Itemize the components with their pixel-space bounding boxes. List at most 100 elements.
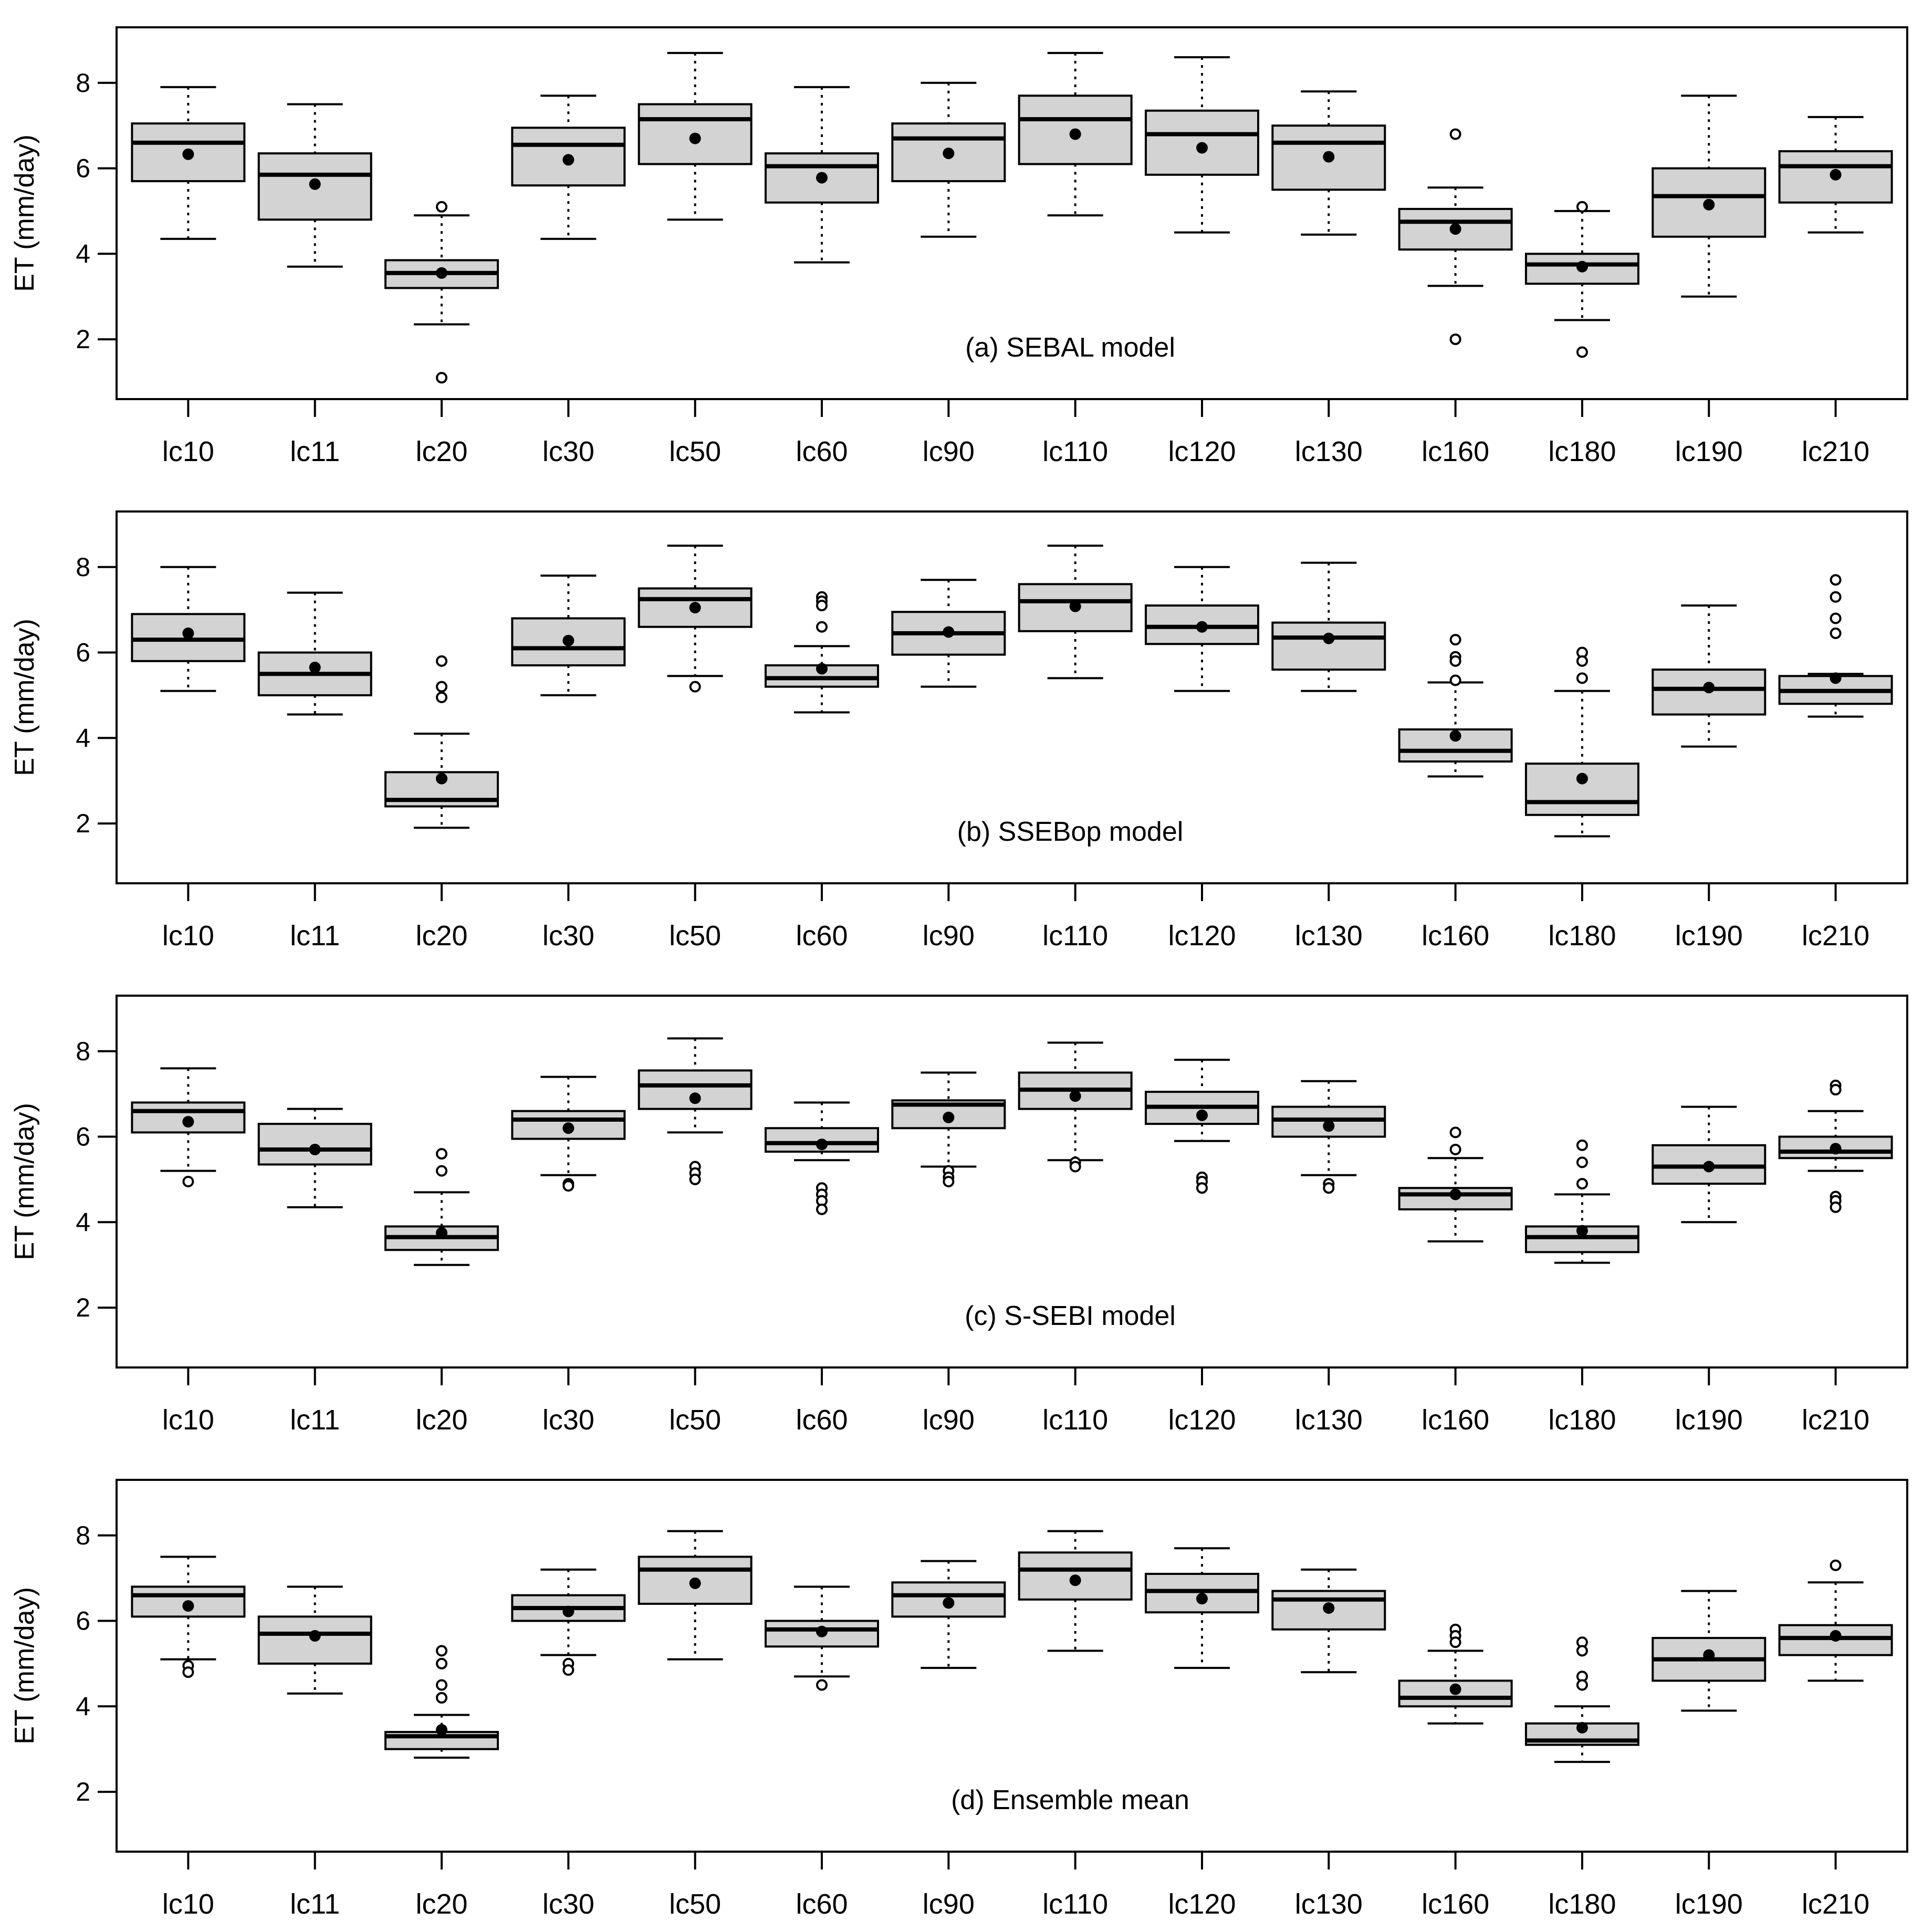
box-lc30 xyxy=(511,95,626,240)
mean-point xyxy=(1196,142,1208,154)
outlier-point xyxy=(816,600,828,612)
box-iqr xyxy=(131,613,246,662)
outlier-point xyxy=(1830,591,1842,603)
mean-point xyxy=(562,1122,574,1134)
outlier-point xyxy=(1069,1161,1081,1173)
x-tick-label: lc11 xyxy=(290,436,340,467)
y-tick-label: 8 xyxy=(76,1037,90,1066)
outlier-point xyxy=(816,1679,828,1691)
box-lc60 xyxy=(765,1585,880,1691)
outlier-point xyxy=(816,621,828,633)
outlier-point xyxy=(1323,1182,1335,1194)
outlier-point xyxy=(436,681,448,693)
mean-point xyxy=(562,154,574,166)
box-lc160 xyxy=(1398,1623,1513,1725)
x-tick-label: lc110 xyxy=(1042,436,1108,467)
mean-point xyxy=(1449,730,1461,742)
mean-point xyxy=(1069,1090,1081,1102)
x-tick-label: lc120 xyxy=(1168,1404,1236,1436)
outlier-point xyxy=(1830,1084,1842,1096)
box-lc130 xyxy=(1271,561,1386,692)
y-tick-label: 6 xyxy=(76,154,90,183)
y-axis-label: ET (mm/day) xyxy=(9,619,40,776)
x-tick-label: lc10 xyxy=(162,1888,214,1920)
box-lc11 xyxy=(257,1108,372,1208)
box-lc30 xyxy=(511,1568,626,1676)
box-lc210 xyxy=(1778,1079,1893,1213)
mean-point xyxy=(943,626,955,638)
outlier-point xyxy=(436,1645,448,1657)
mean-point xyxy=(943,148,955,160)
outlier-point xyxy=(562,1180,574,1192)
y-tick-label: 4 xyxy=(76,723,90,753)
plot-frame xyxy=(116,26,1908,400)
box-lc90 xyxy=(891,1560,1006,1669)
x-tick-label: lc190 xyxy=(1675,920,1743,952)
box-lc50 xyxy=(637,545,753,693)
outlier-point xyxy=(436,201,448,213)
mean-point xyxy=(689,1577,701,1589)
box-lc210 xyxy=(1778,1559,1893,1682)
outlier-point xyxy=(1449,1636,1461,1648)
y-axis-label: ET (mm/day) xyxy=(9,1587,40,1745)
mean-point xyxy=(182,627,194,639)
x-tick-label: lc130 xyxy=(1295,1888,1363,1920)
box-lc130 xyxy=(1271,1080,1386,1194)
mean-point xyxy=(1449,223,1461,235)
x-tick-label: lc190 xyxy=(1675,1404,1743,1436)
x-tick-label: lc50 xyxy=(669,920,721,952)
plot-frame xyxy=(116,995,1908,1369)
x-tick-label: lc120 xyxy=(1168,920,1236,952)
box-iqr xyxy=(1524,763,1639,816)
mean-point xyxy=(1576,772,1588,785)
x-tick-label: lc30 xyxy=(542,920,594,952)
y-tick-label: 6 xyxy=(76,1122,90,1152)
mean-point xyxy=(1069,1574,1081,1586)
mean-point xyxy=(562,1605,574,1617)
outlier-point xyxy=(1830,574,1842,586)
box-lc11 xyxy=(257,1585,372,1695)
outlier-point xyxy=(1449,1126,1461,1139)
x-tick-label: lc160 xyxy=(1422,1888,1489,1920)
mean-point xyxy=(182,148,194,160)
mean-point xyxy=(1196,621,1208,633)
box-lc60 xyxy=(765,1101,880,1215)
x-tick-label: lc120 xyxy=(1168,1888,1236,1920)
box-iqr xyxy=(1018,1551,1133,1601)
x-tick-label: lc30 xyxy=(542,1404,594,1436)
y-tick-label: 8 xyxy=(76,68,90,98)
box-lc120 xyxy=(1144,1059,1259,1194)
box-lc20 xyxy=(384,1645,499,1759)
panel-title: (c) S-SEBI model xyxy=(965,1301,1176,1331)
x-tick-label: lc190 xyxy=(1675,436,1743,467)
box-lc190 xyxy=(1652,1590,1767,1712)
box-lc11 xyxy=(257,103,372,268)
y-tick-label: 4 xyxy=(76,239,90,268)
y-tick-label: 2 xyxy=(76,325,90,354)
box-lc180 xyxy=(1524,646,1639,838)
outlier-point xyxy=(1830,1201,1842,1213)
mean-point xyxy=(309,1630,321,1642)
mean-point xyxy=(436,1724,448,1736)
y-axis-label: ET (mm/day) xyxy=(9,134,40,292)
outlier-point xyxy=(1196,1182,1208,1194)
x-tick-label: lc190 xyxy=(1675,1888,1743,1920)
box-lc10 xyxy=(131,1067,246,1187)
mean-point xyxy=(1703,199,1715,211)
mean-point xyxy=(309,1143,321,1155)
outlier-point xyxy=(436,692,448,703)
plot-frame xyxy=(116,510,1908,884)
box-lc180 xyxy=(1524,1636,1639,1763)
box-lc160 xyxy=(1398,634,1513,778)
x-tick-label: lc11 xyxy=(290,1404,340,1436)
x-tick-label: lc210 xyxy=(1802,920,1869,952)
mean-point xyxy=(1576,1225,1588,1237)
x-tick-label: lc30 xyxy=(542,436,594,467)
x-tick-label: lc60 xyxy=(796,436,848,467)
box-lc90 xyxy=(891,1071,1006,1187)
box-lc90 xyxy=(891,81,1006,238)
x-tick-label: lc90 xyxy=(923,920,975,952)
x-tick-label: lc10 xyxy=(162,436,214,467)
mean-point xyxy=(943,1111,955,1123)
outlier-point xyxy=(436,372,448,384)
